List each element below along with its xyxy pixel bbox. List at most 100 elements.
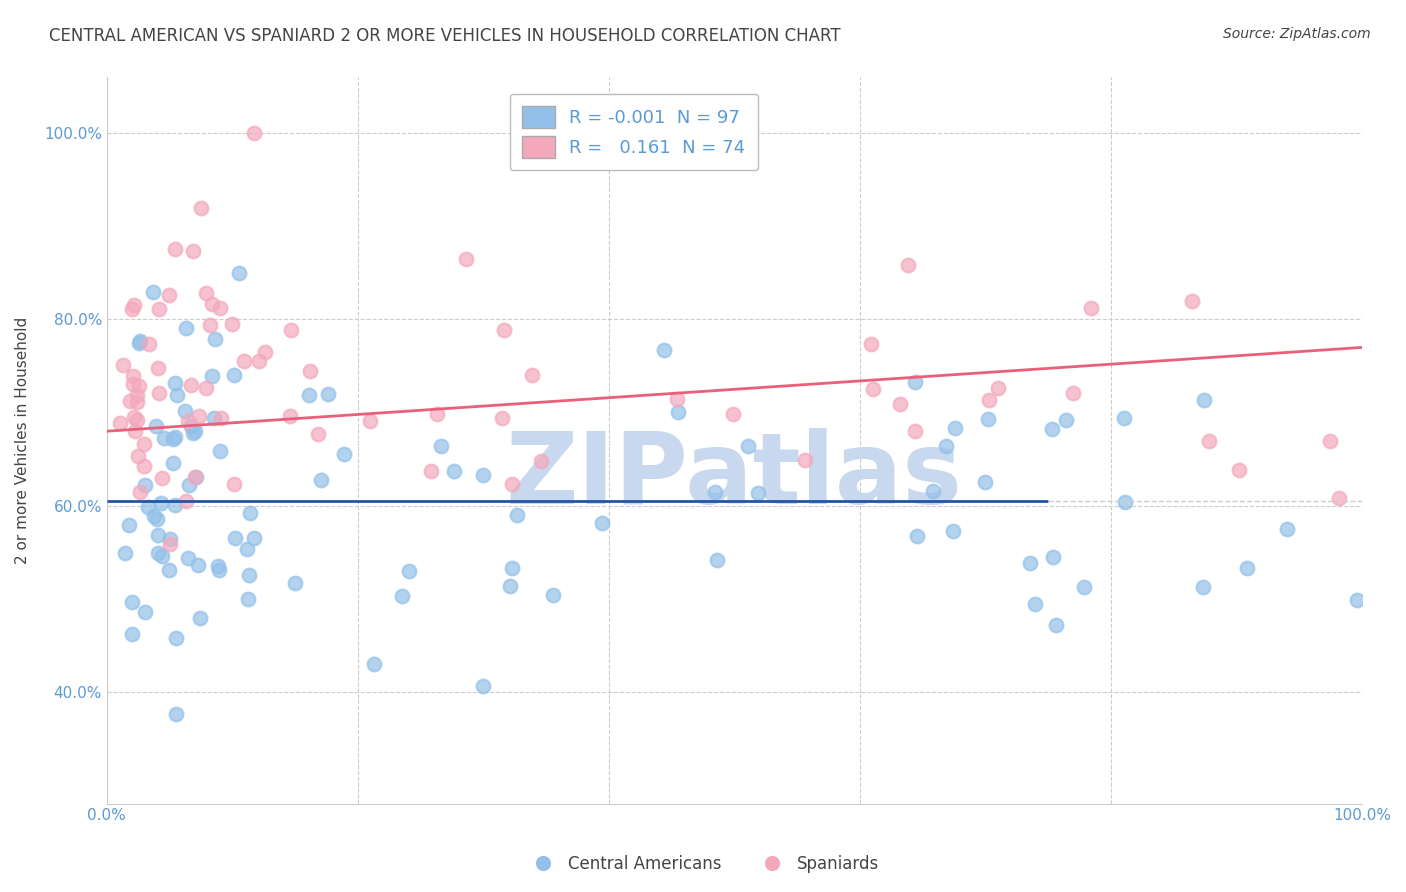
- Point: [134, 477, 156, 491]
- Point: [165, 707, 187, 722]
- Point: [298, 364, 321, 378]
- Point: [454, 252, 477, 266]
- Point: [112, 358, 135, 372]
- Point: [183, 244, 205, 259]
- Point: [136, 500, 159, 514]
- Point: [184, 470, 207, 484]
- Point: [224, 368, 246, 382]
- Point: [1062, 386, 1084, 401]
- Point: [209, 443, 232, 458]
- Point: [221, 317, 243, 331]
- Point: [224, 531, 246, 545]
- Point: [976, 412, 998, 426]
- Point: [150, 496, 173, 510]
- Point: [114, 546, 136, 560]
- Point: [188, 611, 211, 625]
- Point: [148, 385, 170, 400]
- Point: [208, 301, 231, 315]
- Point: [472, 467, 495, 482]
- Point: [1229, 463, 1251, 477]
- Point: [1080, 301, 1102, 315]
- Point: [398, 564, 420, 578]
- Point: [150, 471, 173, 485]
- Point: [592, 516, 614, 530]
- Point: [238, 568, 260, 582]
- Point: [977, 392, 1000, 407]
- Point: [903, 375, 925, 389]
- Point: [127, 449, 149, 463]
- Point: [943, 421, 966, 435]
- Point: [165, 499, 187, 513]
- Point: [163, 242, 186, 256]
- Point: [128, 334, 150, 349]
- Point: [1181, 294, 1204, 309]
- Point: [921, 483, 943, 498]
- Point: [935, 440, 957, 454]
- Point: [737, 439, 759, 453]
- Point: [253, 344, 276, 359]
- Point: [150, 549, 173, 564]
- Point: [280, 322, 302, 336]
- Point: [125, 388, 148, 402]
- Point: [163, 429, 186, 443]
- Point: [146, 528, 169, 542]
- Point: [896, 259, 918, 273]
- Point: [165, 631, 187, 645]
- Point: [118, 517, 141, 532]
- Point: [506, 508, 529, 522]
- Point: [443, 464, 465, 478]
- Point: [108, 416, 131, 430]
- Point: [1112, 411, 1135, 425]
- Point: [153, 431, 176, 445]
- Point: [228, 266, 250, 280]
- Point: [180, 378, 202, 392]
- Point: [207, 558, 229, 573]
- Point: [142, 285, 165, 299]
- Point: [163, 376, 186, 390]
- Point: [363, 657, 385, 671]
- Point: [121, 301, 143, 316]
- Point: [333, 447, 356, 461]
- Point: [491, 411, 513, 425]
- Point: [284, 576, 307, 591]
- Point: [121, 595, 143, 609]
- Point: [243, 126, 266, 140]
- Point: [1192, 393, 1215, 408]
- Point: [1042, 422, 1064, 436]
- Point: [128, 379, 150, 393]
- Point: [204, 332, 226, 346]
- Point: [307, 427, 329, 442]
- Point: [132, 459, 155, 474]
- Point: [125, 413, 148, 427]
- Point: [122, 369, 145, 384]
- Point: [176, 550, 198, 565]
- Point: [201, 368, 224, 383]
- Point: [236, 592, 259, 607]
- Point: [862, 382, 884, 396]
- Point: [159, 532, 181, 546]
- Point: [1045, 618, 1067, 632]
- Point: [1192, 580, 1215, 594]
- Point: [501, 477, 523, 491]
- Point: [194, 286, 217, 301]
- Legend: Central Americans, Spaniards: Central Americans, Spaniards: [520, 848, 886, 880]
- Point: [187, 558, 209, 573]
- Point: [124, 424, 146, 438]
- Point: [430, 439, 453, 453]
- Point: [298, 387, 321, 401]
- Point: [183, 470, 205, 484]
- Point: [138, 337, 160, 351]
- Point: [860, 337, 883, 351]
- Point: [201, 297, 224, 311]
- Point: [148, 546, 170, 560]
- Point: [666, 392, 689, 406]
- Point: [162, 433, 184, 447]
- Point: [747, 486, 769, 500]
- Point: [704, 485, 727, 500]
- Point: [794, 452, 817, 467]
- Text: ZIPatlas: ZIPatlas: [506, 428, 963, 525]
- Point: [974, 475, 997, 490]
- Point: [1054, 413, 1077, 427]
- Point: [498, 579, 520, 593]
- Point: [208, 563, 231, 577]
